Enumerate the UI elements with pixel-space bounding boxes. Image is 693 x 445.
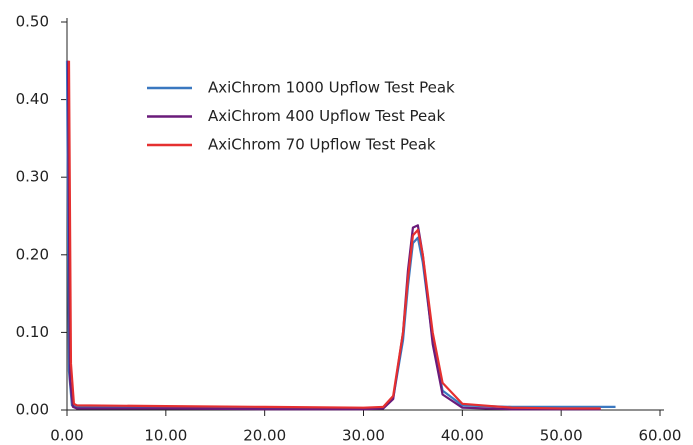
x-tick-label: 20.00 bbox=[243, 427, 286, 445]
y-tick-label: 0.30 bbox=[16, 168, 49, 186]
x-tick-label: 60.00 bbox=[639, 427, 682, 445]
y-tick-label: 0.00 bbox=[16, 401, 49, 419]
legend-label: AxiChrom 70 Upflow Test Peak bbox=[208, 136, 436, 154]
y-tick-label: 0.40 bbox=[16, 90, 49, 108]
line-series bbox=[67, 60, 601, 410]
x-tick-label: 40.00 bbox=[441, 427, 484, 445]
legend-label: AxiChrom 400 Upflow Test Peak bbox=[208, 107, 445, 125]
y-tick-label: 0.50 bbox=[16, 13, 49, 31]
y-tick-label: 0.20 bbox=[16, 245, 49, 263]
legend-label: AxiChrom 1000 Upflow Test Peak bbox=[208, 79, 455, 97]
x-tick-label: 0.00 bbox=[50, 427, 83, 445]
x-tick-label: 50.00 bbox=[540, 427, 583, 445]
y-tick-label: 0.10 bbox=[16, 323, 49, 341]
x-tick-label: 10.00 bbox=[144, 427, 187, 445]
x-tick-label: 30.00 bbox=[342, 427, 385, 445]
